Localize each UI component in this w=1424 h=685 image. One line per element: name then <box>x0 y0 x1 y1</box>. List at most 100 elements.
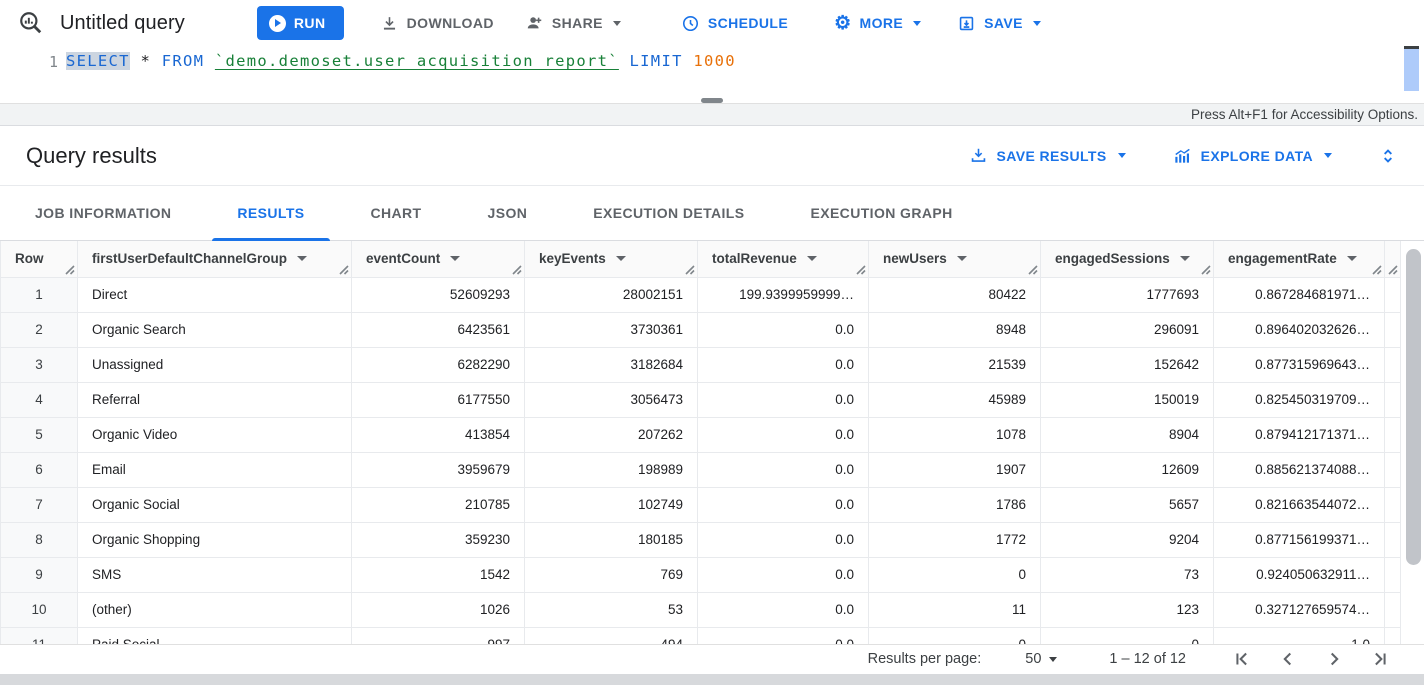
editor-scrollbar[interactable] <box>1404 49 1419 91</box>
results-table-area: Row firstUserDefaultChannelGroup eventCoun… <box>0 241 1424 645</box>
line-number: 1 <box>48 53 58 71</box>
table-row: 11 Paid Social 997 494 0.0 0 0 1.0 <box>0 627 1401 644</box>
save-results-dropdown-icon <box>1117 153 1126 158</box>
column-header-engagementrate[interactable]: engagementRate <box>1213 241 1385 278</box>
first-page-button[interactable] <box>1226 646 1258 672</box>
page-title: Untitled query <box>60 11 185 34</box>
row-number-cell: 3 <box>0 347 78 383</box>
table-row: 7 Organic Social 210785 102749 0.0 1786 5657 0.… <box>0 487 1401 523</box>
explore-data-button[interactable]: EXPLORE DATA <box>1172 146 1332 166</box>
schedule-button[interactable]: SCHEDULE <box>681 14 788 33</box>
table-row: 1 Direct 52609293 28002151 199.9399959999… 80… <box>0 277 1401 313</box>
column-dropdown-icon[interactable] <box>1179 256 1190 262</box>
column-dropdown-icon[interactable] <box>450 256 461 262</box>
filler-cell <box>1384 312 1401 348</box>
run-button[interactable]: RUN <box>256 6 344 40</box>
tabs: JOB INFORMATION RESULTS CHART JSON EXECUTION… <box>0 186 1424 241</box>
sql-code-line: SELECT * FROM `demo.demoset.user_acquisi… <box>66 52 736 70</box>
table-cell: 11 <box>868 592 1041 628</box>
column-header-totalrevenue[interactable]: totalRevenue <box>697 241 869 278</box>
table-cell: 0.885621374088… <box>1213 452 1385 488</box>
accessibility-hint: Press Alt+F1 for Accessibility Options. <box>1191 107 1418 122</box>
save-button[interactable]: SAVE <box>957 14 1041 33</box>
results-header: Query results SAVE RESULTS <box>0 126 1424 186</box>
table-cell: 152642 <box>1040 347 1214 383</box>
column-dropdown-icon[interactable] <box>956 256 967 262</box>
table-cell: 180185 <box>524 522 698 558</box>
gear-icon: ⚙ <box>834 12 852 34</box>
sql-table-reference[interactable]: `demo.demoset.user_acquisition_report` <box>214 52 619 70</box>
sql-star: * <box>140 52 152 70</box>
table-cell: 0.0 <box>697 487 869 523</box>
table-cell: 6177550 <box>351 382 525 418</box>
column-dropdown-icon[interactable] <box>806 256 817 262</box>
previous-page-button[interactable] <box>1272 646 1304 672</box>
table-cell: 0 <box>1040 627 1214 644</box>
filler-cell <box>1384 417 1401 453</box>
tab-execution-graph[interactable]: EXECUTION GRAPH <box>810 205 953 221</box>
table-cell: 5657 <box>1040 487 1214 523</box>
save-results-button[interactable]: SAVE RESULTS <box>969 146 1126 165</box>
table-cell: 6423561 <box>351 312 525 348</box>
table-cell: 28002151 <box>524 277 698 313</box>
table-cell: 53 <box>524 592 698 628</box>
column-resize-handle[interactable] <box>684 264 695 275</box>
column-header-firstuserdefaultchannelgroup[interactable]: firstUserDefaultChannelGroup <box>77 241 352 278</box>
page-range-label: 1 – 12 of 12 <box>1109 651 1186 667</box>
tab-chart[interactable]: CHART <box>370 205 422 221</box>
save-icon <box>957 14 976 33</box>
row-number-cell: 1 <box>0 277 78 313</box>
download-icon <box>380 14 399 33</box>
table-cell: 8948 <box>868 312 1041 348</box>
table-cell: 3959679 <box>351 452 525 488</box>
clock-icon <box>681 14 700 33</box>
table-vertical-scrollbar[interactable] <box>1406 249 1421 565</box>
table-cell: 1.0 <box>1213 627 1385 644</box>
expand-panel-button[interactable] <box>1378 146 1398 166</box>
page-size-select[interactable]: 50 <box>1025 651 1058 667</box>
filler-cell <box>1384 277 1401 313</box>
filler-cell <box>1384 557 1401 593</box>
table-cell: Referral <box>77 382 352 418</box>
tab-job-information[interactable]: JOB INFORMATION <box>35 205 172 221</box>
column-header-eventcount[interactable]: eventCount <box>351 241 525 278</box>
row-number-cell: 2 <box>0 312 78 348</box>
column-resize-handle[interactable] <box>1387 264 1398 275</box>
column-resize-handle[interactable] <box>1200 264 1211 275</box>
column-header-engagedsessions[interactable]: engagedSessions <box>1040 241 1214 278</box>
sql-editor[interactable]: 1 SELECT * FROM `demo.demoset.user_acqui… <box>0 46 1424 103</box>
filler-cell <box>1384 487 1401 523</box>
tab-results[interactable]: RESULTS <box>204 186 337 241</box>
download-button[interactable]: DOWNLOAD <box>380 14 494 33</box>
results-title: Query results <box>26 142 157 168</box>
tab-json[interactable]: JSON <box>487 205 528 221</box>
column-dropdown-icon[interactable] <box>615 256 626 262</box>
column-resize-handle[interactable] <box>1027 264 1038 275</box>
share-button[interactable]: SHARE <box>524 13 621 33</box>
table-cell: 0.896402032626… <box>1213 312 1385 348</box>
column-header-newusers[interactable]: newUsers <box>868 241 1041 278</box>
horizontal-scrollbar[interactable] <box>0 674 1424 685</box>
tab-execution-details[interactable]: EXECUTION DETAILS <box>593 205 745 221</box>
splitter-drag-handle[interactable] <box>701 98 723 103</box>
column-label: keyEvents <box>539 251 606 267</box>
table-cell: (other) <box>77 592 352 628</box>
table-row: 10 (other) 1026 53 0.0 11 123 0.327127659574… <box>0 592 1401 628</box>
more-button[interactable]: ⚙ MORE <box>834 12 922 34</box>
table-row: 8 Organic Shopping 359230 180185 0.0 1772 9204… <box>0 522 1401 558</box>
last-page-button[interactable] <box>1364 646 1396 672</box>
column-header-keyevents[interactable]: keyEvents <box>524 241 698 278</box>
column-resize-handle[interactable] <box>511 264 522 275</box>
table-cell: 0.877156199371… <box>1213 522 1385 558</box>
pagination-bar: Results per page: 50 1 – 12 of 12 <box>0 645 1424 673</box>
column-dropdown-icon[interactable] <box>1346 256 1357 262</box>
column-header-row[interactable]: Row <box>0 241 78 278</box>
column-resize-handle[interactable] <box>1371 264 1382 275</box>
table-cell: 1786 <box>868 487 1041 523</box>
next-page-button[interactable] <box>1318 646 1350 672</box>
column-resize-handle[interactable] <box>855 264 866 275</box>
column-resize-handle[interactable] <box>64 264 75 275</box>
column-resize-handle[interactable] <box>338 264 349 275</box>
column-dropdown-icon[interactable] <box>297 256 308 262</box>
table-cell: 0.0 <box>697 452 869 488</box>
